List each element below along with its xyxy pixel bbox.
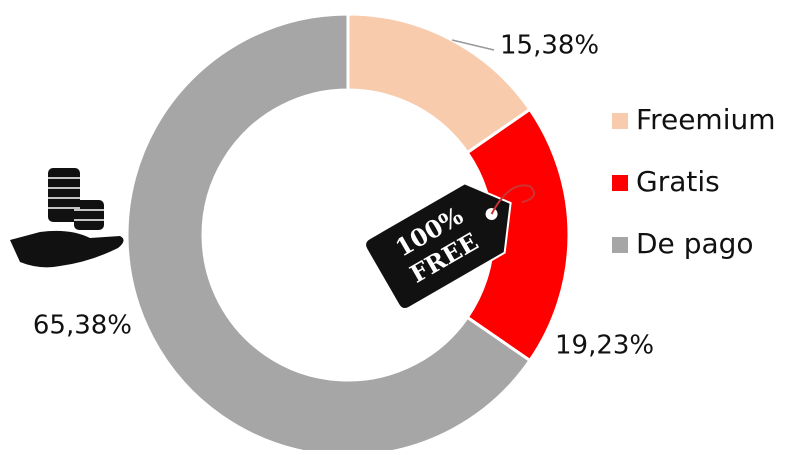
legend-label: De pago bbox=[636, 227, 754, 260]
donut bbox=[125, 12, 571, 450]
coins-icon bbox=[10, 168, 124, 268]
leader-line bbox=[451, 39, 495, 51]
data-label: 19,23% bbox=[555, 331, 654, 361]
data-label: 15,38% bbox=[500, 31, 599, 61]
legend-label: Gratis bbox=[636, 165, 720, 198]
data-label: 65,38% bbox=[33, 311, 132, 341]
legend-swatch bbox=[612, 175, 628, 191]
free-tag: 100% FREE bbox=[363, 182, 536, 311]
legend-label: Freemium bbox=[636, 103, 776, 136]
legend-swatch bbox=[612, 113, 628, 129]
legend-swatch bbox=[612, 237, 628, 253]
donut-slice bbox=[125, 12, 532, 450]
